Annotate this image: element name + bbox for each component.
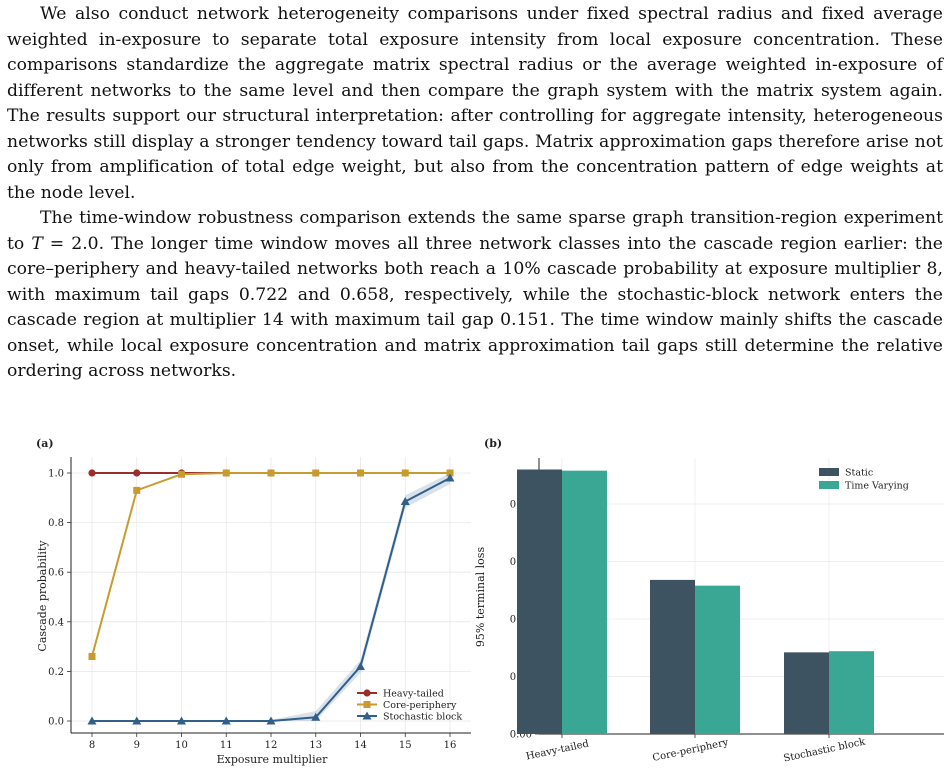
a-point	[133, 469, 141, 477]
b-xtick-label: Core-periphery	[652, 737, 730, 764]
a-point	[267, 469, 275, 477]
chart-a: (a) 8 9 10 11 12 13 14 15 16 0.0 0.2 0.4 0.6 0.8 1.0 E…	[36, 437, 471, 766]
a-ytick-label: 0.0	[48, 717, 64, 728]
a-xtick-label: 14	[354, 740, 367, 751]
b-legend-swatch	[819, 481, 839, 489]
a-point	[133, 486, 141, 494]
a-ytick-label: 0.8	[48, 518, 64, 529]
paragraph-2-start: The time-window robustness comparison ex…	[7, 208, 943, 254]
chart-b: (b) 0.000.050.100.150.20Heavy-tailedCore…	[474, 437, 944, 765]
b-bar	[829, 651, 874, 734]
b-bar	[562, 470, 607, 734]
a-point	[132, 716, 142, 725]
b-ylabel: 95% terminal loss	[474, 547, 487, 648]
b-legend: Static Time Varying	[819, 468, 909, 492]
a-legend-label: Heavy-tailed	[383, 689, 444, 700]
a-point	[87, 716, 97, 725]
a-xtick-label: 13	[309, 740, 322, 751]
a-point	[312, 469, 320, 477]
b-xtick-label: Stochastic block	[783, 736, 868, 764]
a-ylabel: Cascade probability	[36, 540, 49, 652]
a-point	[221, 716, 231, 725]
a-point	[445, 473, 455, 482]
b-xtick-label: Heavy-tailed	[525, 738, 590, 762]
panel-a-label: (a)	[36, 437, 54, 450]
a-ytick-label: 0.4	[48, 617, 64, 628]
a-point	[178, 470, 185, 478]
a-xtick-label: 12	[265, 740, 278, 751]
paragraph-2: The time-window robustness comparison ex…	[7, 206, 943, 385]
b-bar	[517, 469, 562, 734]
variable-t: T	[31, 233, 43, 254]
a-xtick-label: 8	[89, 740, 95, 751]
b-legend-label: Static	[845, 468, 873, 479]
paragraph-1: We also conduct network heterogeneity co…	[7, 4, 943, 203]
a-point	[401, 469, 409, 477]
a-point	[222, 469, 230, 477]
a-point	[266, 716, 276, 725]
a-ytick-label: 0.2	[48, 667, 64, 678]
b-legend-label: Time Varying	[845, 481, 909, 492]
b-bar	[784, 652, 829, 734]
b-ytick-label: 0.00	[510, 730, 532, 741]
b-legend-swatch	[819, 468, 839, 476]
a-point	[177, 716, 186, 725]
a-xtick-label: 16	[444, 740, 457, 751]
a-xlabel: Exposure multiplier	[217, 753, 328, 766]
a-point	[88, 469, 96, 477]
a-point	[311, 712, 321, 721]
a-ytick-label: 1.0	[48, 469, 64, 480]
paragraph-2-end: = 2.0. The longer time window moves all …	[7, 233, 943, 382]
a-xtick-label: 15	[399, 740, 412, 751]
b-bar	[695, 585, 740, 734]
a-legend-marker	[363, 701, 371, 708]
a-legend-label: Stochastic block	[383, 712, 462, 723]
b-bar	[650, 579, 695, 734]
a-point	[357, 469, 364, 477]
panel-b-label: (b)	[484, 437, 502, 450]
a-legend-label: Core-periphery	[383, 700, 457, 711]
a-xtick-label: 11	[220, 740, 233, 751]
a-legend-marker	[363, 689, 371, 697]
a-legend-marker	[362, 711, 372, 720]
a-xtick-label: 10	[175, 740, 188, 751]
a-point	[88, 653, 96, 661]
body-text: We also conduct network heterogeneity co…	[7, 2, 943, 385]
a-ytick-label: 0.6	[48, 568, 64, 579]
a-point	[400, 497, 410, 506]
a-point	[356, 661, 365, 670]
a-xtick-label: 9	[134, 740, 140, 751]
a-point	[446, 469, 454, 477]
